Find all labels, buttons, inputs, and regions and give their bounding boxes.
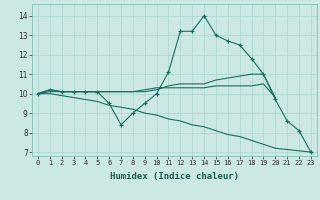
X-axis label: Humidex (Indice chaleur): Humidex (Indice chaleur)	[110, 172, 239, 181]
